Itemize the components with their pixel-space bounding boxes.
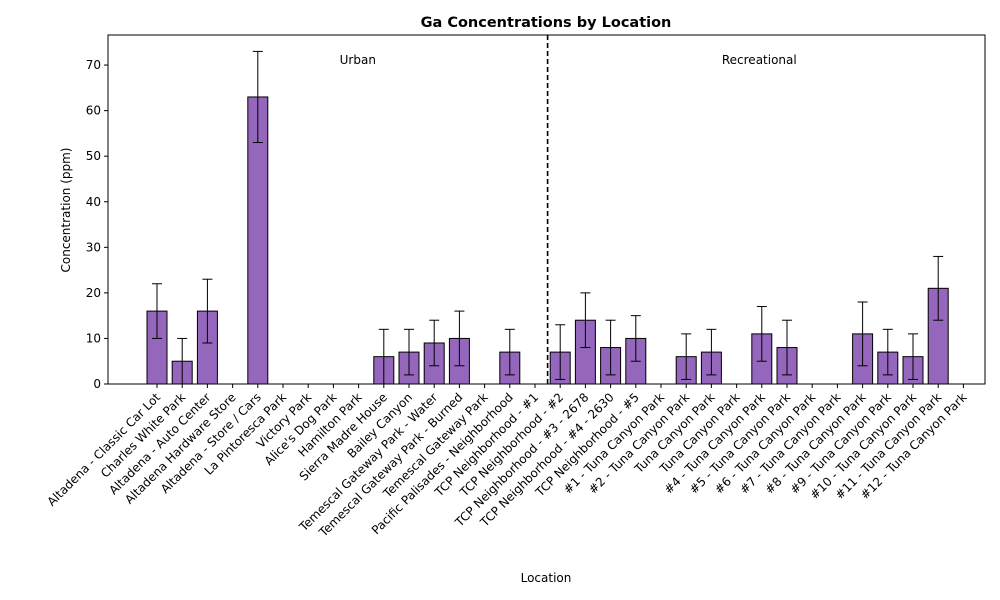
x-tick-label: Altadena - Auto Center [106, 390, 213, 497]
region-label-right: Recreational [722, 53, 797, 67]
y-tick-label: 10 [86, 331, 101, 345]
y-axis-label: Concentration (ppm) [59, 148, 73, 273]
y-tick-label: 40 [86, 195, 101, 209]
y-tick-label: 50 [86, 149, 101, 163]
y-tick-label: 60 [86, 104, 101, 118]
x-axis-label: Location [521, 571, 572, 585]
region-label-left: Urban [340, 53, 376, 67]
y-tick-label: 70 [86, 58, 101, 72]
plot-frame [107, 34, 986, 385]
y-tick-label: 20 [86, 286, 101, 300]
y-tick-label: 0 [93, 377, 101, 391]
chart-title: Ga Concentrations by Location [421, 15, 672, 31]
y-tick-label: 30 [86, 240, 101, 254]
